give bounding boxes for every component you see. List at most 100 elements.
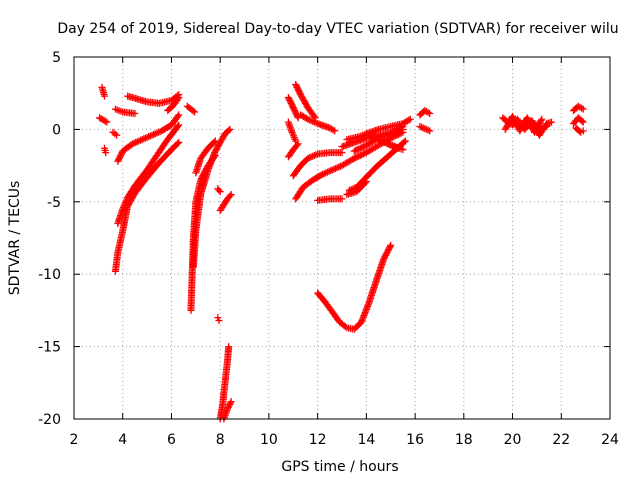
data-point: [333, 164, 341, 172]
x-tick-label: 16: [406, 432, 424, 448]
data-point: [358, 151, 366, 159]
data-point: [371, 133, 379, 141]
data-point: [322, 169, 330, 177]
data-point: [538, 115, 546, 123]
series-arc-22.7c: [572, 124, 587, 136]
x-tick-label: 4: [118, 432, 127, 448]
series-arc-7.0b: [189, 125, 234, 271]
data-point: [312, 151, 320, 159]
y-tick-label: 5: [52, 50, 61, 66]
x-tick-label: 24: [601, 432, 619, 448]
data-point: [537, 117, 545, 125]
data-point: [382, 138, 390, 146]
series-arc-11.5: [297, 111, 339, 135]
series-arc-main-c: [114, 121, 183, 228]
data-point: [307, 153, 315, 161]
data-point: [349, 155, 357, 163]
data-point: [579, 118, 587, 126]
data-point: [304, 154, 312, 162]
data-point: [397, 123, 405, 131]
data-point: [310, 118, 318, 126]
series-arc-8.2b: [216, 343, 233, 423]
data-point: [399, 146, 407, 154]
data-point: [122, 197, 130, 205]
data-point: [130, 139, 138, 147]
data-point: [376, 136, 384, 144]
data-point: [579, 127, 587, 135]
data-point: [406, 115, 414, 123]
data-point: [137, 136, 145, 144]
data-point: [355, 145, 363, 153]
series-arc-8.0a: [214, 185, 224, 196]
data-point: [332, 164, 340, 172]
data-point: [320, 170, 328, 178]
data-point: [121, 200, 129, 208]
data-point: [385, 140, 393, 148]
data-point: [307, 117, 315, 125]
data-point: [548, 118, 556, 126]
data-point: [386, 243, 394, 251]
data-point: [133, 138, 141, 146]
series-arc-14.0c: [343, 115, 414, 144]
data-point: [356, 151, 364, 159]
data-point: [175, 94, 183, 102]
data-point: [132, 138, 140, 146]
series-arc-16.3: [416, 107, 434, 119]
data-point: [358, 144, 366, 151]
data-point: [225, 343, 233, 351]
data-point: [379, 137, 387, 145]
data-point: [175, 138, 183, 146]
data-point: [174, 122, 182, 130]
data-point: [387, 241, 395, 249]
data-point: [399, 123, 407, 131]
data-point: [122, 198, 130, 206]
data-point: [211, 137, 219, 145]
data-point: [174, 140, 182, 148]
series-arc-20.9: [513, 115, 556, 139]
data-point: [174, 95, 182, 103]
data-point: [135, 137, 143, 145]
series-arc-11.2: [292, 81, 319, 122]
data-point: [226, 192, 234, 200]
series-arc-11.0b: [284, 118, 300, 145]
data-point: [390, 142, 398, 150]
data-point: [387, 141, 395, 149]
data-point: [424, 109, 432, 117]
x-tick-label: 2: [70, 432, 79, 448]
data-point: [401, 137, 409, 145]
series-arc-22.7: [569, 102, 587, 115]
data-point: [350, 154, 358, 162]
data-points: [96, 81, 587, 423]
data-point: [361, 142, 369, 150]
data-point: [306, 116, 314, 124]
data-point: [356, 144, 364, 152]
data-point: [325, 167, 333, 175]
data-point: [309, 152, 317, 160]
series-arc-11.0c: [284, 140, 302, 161]
x-tick-label: 12: [309, 432, 327, 448]
data-point: [424, 126, 432, 134]
data-point: [145, 133, 153, 141]
series-arc-14.8: [370, 133, 407, 154]
data-point: [175, 111, 183, 119]
y-axis-label: SDTVAR / TECUs: [7, 181, 23, 296]
data-point: [352, 146, 360, 154]
data-point: [319, 170, 327, 178]
data-point: [174, 112, 182, 120]
series-arc-8.3: [220, 398, 235, 423]
data-point: [215, 186, 223, 194]
data-point: [154, 128, 162, 136]
data-point: [143, 133, 151, 141]
series-arc-main-a: [114, 111, 183, 165]
y-tick-label: 0: [52, 122, 61, 138]
data-point: [374, 135, 382, 143]
data-point: [388, 141, 396, 149]
x-tick-label: 6: [167, 432, 176, 448]
data-point: [146, 132, 154, 140]
data-point: [191, 108, 199, 116]
data-point: [426, 109, 434, 117]
data-point: [150, 130, 158, 138]
data-point: [215, 317, 223, 325]
